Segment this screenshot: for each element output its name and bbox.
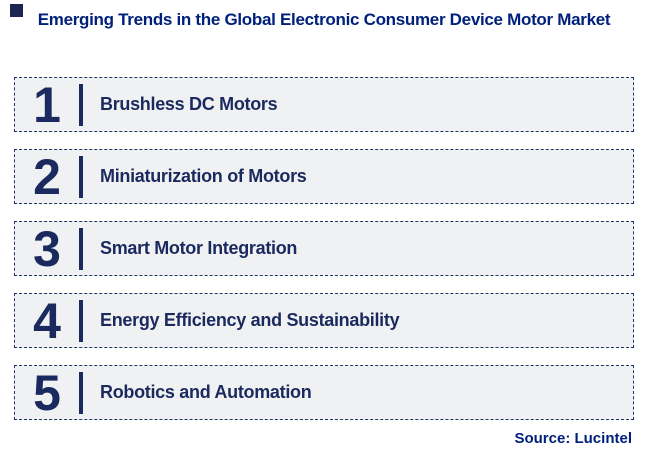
trend-number: 4 [33, 292, 61, 349]
trend-label: Brushless DC Motors [100, 94, 278, 114]
trend-row-4: 4 Energy Efficiency and Sustainability [14, 293, 634, 348]
divider-bar [79, 83, 83, 126]
trend-row-5: 5 Robotics and Automation [14, 365, 634, 420]
divider-bar [79, 371, 83, 414]
trend-number: 1 [33, 76, 61, 133]
trend-row-2: 2 Miniaturization of Motors [14, 149, 634, 204]
trend-number: 5 [33, 364, 61, 421]
page-title: Emerging Trends in the Global Electronic… [37, 10, 611, 29]
source-attribution: Source: Lucintel [514, 430, 632, 447]
trend-label: Smart Motor Integration [100, 238, 298, 258]
divider-bar [79, 155, 83, 198]
divider-bar [79, 227, 83, 270]
trend-number: 2 [33, 148, 61, 205]
divider-bar [79, 299, 83, 342]
trend-label: Robotics and Automation [100, 382, 312, 402]
corner-mark [10, 4, 23, 17]
trend-row-3: 3 Smart Motor Integration [14, 221, 634, 276]
trend-label: Miniaturization of Motors [100, 166, 307, 186]
trend-list: 1 Brushless DC Motors 2 Miniaturization … [14, 77, 634, 420]
trend-label: Energy Efficiency and Sustainability [100, 310, 400, 330]
trend-row-1: 1 Brushless DC Motors [14, 77, 634, 132]
trend-number: 3 [33, 220, 61, 277]
